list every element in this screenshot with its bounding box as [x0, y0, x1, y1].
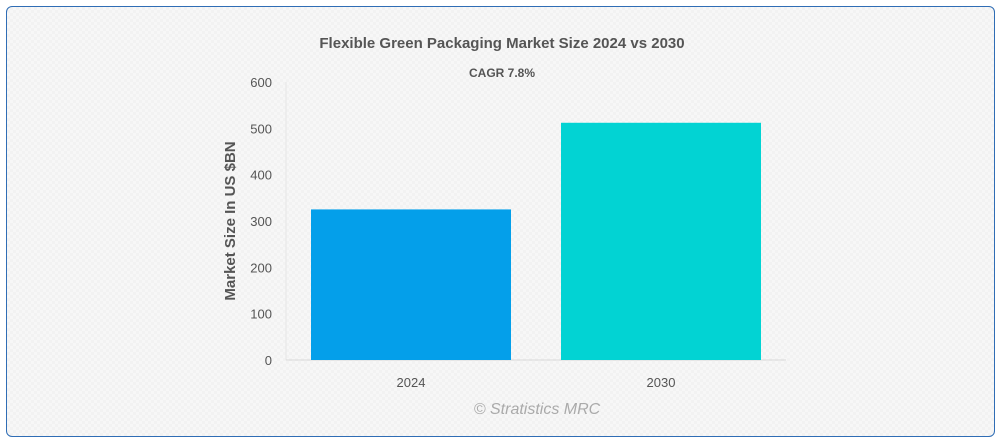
y-tick-label: 600 — [250, 75, 272, 90]
bar-2024[interactable] — [311, 209, 511, 360]
y-tick-label: 400 — [250, 168, 272, 183]
y-tick-label: 0 — [265, 353, 272, 368]
y-tick-label: 500 — [250, 121, 272, 136]
y-axis-label: Market Size In US $BN — [222, 141, 239, 300]
x-tick-label: 2030 — [647, 375, 676, 390]
bars-group — [311, 122, 761, 360]
x-tick-label: 2024 — [397, 375, 426, 390]
credit-watermark: © Stratistics MRC — [474, 401, 601, 418]
x-axis: 2024 2030 — [397, 375, 676, 390]
chart-subtitle: CAGR 7.8% — [469, 66, 535, 80]
bar-2030[interactable] — [561, 122, 761, 360]
y-tick-label: 100 — [250, 307, 272, 322]
y-axis: 0 100 200 300 400 500 600 — [250, 75, 272, 368]
y-tick-label: 200 — [250, 260, 272, 275]
y-tick-label: 300 — [250, 214, 272, 229]
chart-title: Flexible Green Packaging Market Size 202… — [319, 35, 684, 52]
